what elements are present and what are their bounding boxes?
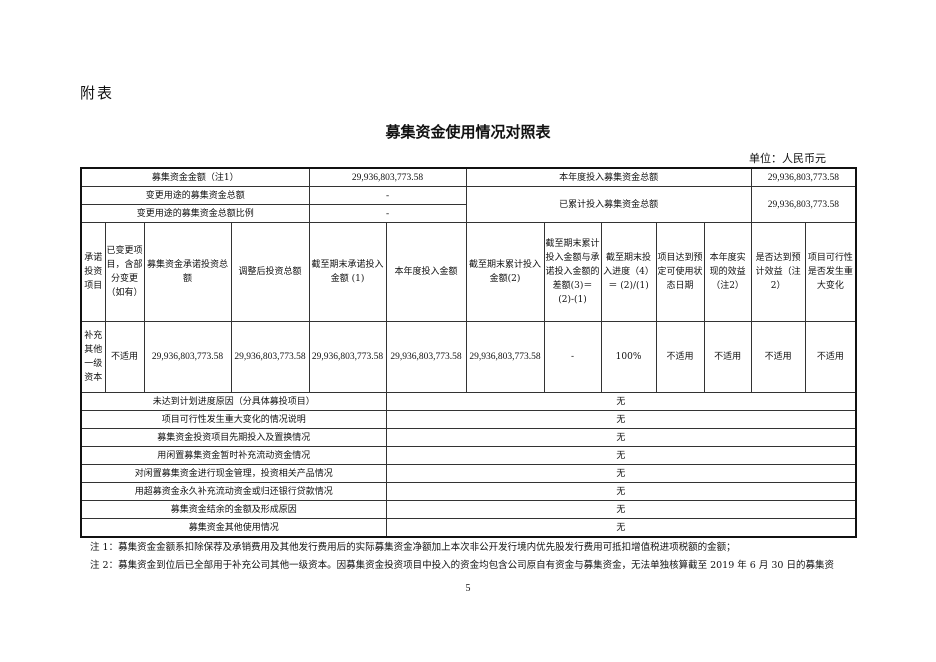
changed-value: - xyxy=(308,186,467,205)
year-value: 29,936,803,773.58 xyxy=(750,167,857,187)
changed-ratio-label: 变更用途的募集资金总额比例 xyxy=(80,204,310,223)
attachment-label: 附表 xyxy=(80,84,115,102)
summary-row: 募集资金金额（注1） 29,936,803,773.58 本年度投入募集资金总额… xyxy=(80,167,857,187)
info-row: 对闲置募集资金进行现金管理，投资相关产品情况无 xyxy=(80,464,857,483)
info-label: 募集资金投资项目先期投入及置换情况 xyxy=(80,428,387,447)
column-header: 截至期末累计投入金额与承诺投入金额的差额(3)＝(2)-(1) xyxy=(543,222,602,322)
table-cell: 29,936,803,773.58 xyxy=(230,321,310,393)
cumulative-value: 29,936,803,773.58 xyxy=(750,186,857,223)
table-cell: - xyxy=(543,321,602,393)
table-cell: 不适用 xyxy=(804,321,857,393)
cumulative-label: 已累计投入募集资金总额 xyxy=(465,186,752,223)
info-value: 无 xyxy=(385,410,857,429)
note-1: 注 1：募集资金金额系扣除保荐及承销费用及其他发行费用后的实际募集资金净额加上本… xyxy=(90,542,736,553)
table-cell: 不适用 xyxy=(750,321,806,393)
column-header: 承诺投资项目 xyxy=(80,222,106,322)
year-label: 本年度投入募集资金总额 xyxy=(465,167,752,187)
changed-label: 变更用途的募集资金总额 xyxy=(80,186,310,205)
info-row: 项目可行性发生重大变化的情况说明无 xyxy=(80,410,857,429)
changed-ratio-value: - xyxy=(308,204,467,223)
table-cell: 100% xyxy=(600,321,657,393)
raised-label: 募集资金金额（注1） xyxy=(80,167,310,187)
info-row: 用超募资金永久补充流动资金或归还银行贷款情况无 xyxy=(80,482,857,501)
column-header: 调整后投资总额 xyxy=(230,222,310,322)
column-header: 募集资金承诺投资总额 xyxy=(143,222,232,322)
page-title: 募集资金使用情况对照表 xyxy=(385,123,551,141)
header-row: 承诺投资项目 已变更项目，含部分变更（如有） 募集资金承诺投资总额 调整后投资总额 截至… xyxy=(80,222,857,322)
info-label: 募集资金其他使用情况 xyxy=(80,518,387,538)
info-value: 无 xyxy=(385,464,857,483)
column-header: 是否达到预计效益（注2） xyxy=(750,222,806,322)
table-cell: 不适用 xyxy=(655,321,705,393)
summary-row: 变更用途的募集资金总额 - 已累计投入募集资金总额 29,936,803,773… xyxy=(80,186,857,223)
unit-label: 单位：人民币元 xyxy=(749,152,826,165)
table-cell: 29,936,803,773.58 xyxy=(465,321,545,393)
info-value: 无 xyxy=(385,518,857,538)
info-row: 募集资金结余的金额及形成原因无 xyxy=(80,500,857,519)
column-header: 项目达到预定可使用状态日期 xyxy=(655,222,705,322)
info-row: 未达到计划进度原因（分具体募投项目）无 xyxy=(80,392,857,411)
column-header: 截至期末累计投入金额(2) xyxy=(465,222,545,322)
info-label: 用超募资金永久补充流动资金或归还银行贷款情况 xyxy=(80,482,387,501)
info-value: 无 xyxy=(385,446,857,465)
column-header: 已变更项目，含部分变更（如有） xyxy=(104,222,145,322)
summary-row: 变更用途的募集资金总额比例 - xyxy=(80,204,856,223)
info-value: 无 xyxy=(385,428,857,447)
raised-value: 29,936,803,773.58 xyxy=(308,167,467,187)
info-value: 无 xyxy=(385,392,857,411)
info-label: 项目可行性发生重大变化的情况说明 xyxy=(80,410,387,429)
page-number: 5 xyxy=(465,583,471,594)
info-label: 用闲置募集资金暂时补充流动资金情况 xyxy=(80,446,387,465)
column-header: 项目可行性是否发生重大变化 xyxy=(804,222,857,322)
info-row: 用闲置募集资金暂时补充流动资金情况无 xyxy=(80,446,857,465)
info-label: 募集资金结余的金额及形成原因 xyxy=(80,500,387,519)
column-header: 截至期末投入进度（4）＝ (2)/(1) xyxy=(600,222,657,322)
table-cell: 补充其他一级资本 xyxy=(80,321,106,393)
info-row: 募集资金投资项目先期投入及置换情况无 xyxy=(80,428,857,447)
info-label: 未达到计划进度原因（分具体募投项目） xyxy=(80,392,387,411)
info-value: 无 xyxy=(385,500,857,519)
column-header: 本年度实现的效益（注2） xyxy=(703,222,752,322)
table-cell: 不适用 xyxy=(104,321,145,393)
fund-usage-table: 募集资金金额（注1） 29,936,803,773.58 本年度投入募集资金总额… xyxy=(80,167,858,538)
column-header: 截至期末承诺投入金额 (1) xyxy=(308,222,387,322)
info-row: 募集资金其他使用情况无 xyxy=(80,518,857,538)
info-label: 对闲置募集资金进行现金管理，投资相关产品情况 xyxy=(80,464,387,483)
table-cell: 29,936,803,773.58 xyxy=(143,321,232,393)
table-cell: 不适用 xyxy=(703,321,752,393)
note-2: 注 2：募集资金到位后已全部用于补充公司其他一级资本。因募集资金投资项目中投入的… xyxy=(90,560,834,571)
column-header: 本年度投入金额 xyxy=(385,222,467,322)
table-cell: 29,936,803,773.58 xyxy=(385,321,467,393)
table-row: 补充其他一级资本 不适用 29,936,803,773.58 29,936,803,7… xyxy=(80,321,857,393)
info-value: 无 xyxy=(385,482,857,501)
table-cell: 29,936,803,773.58 xyxy=(308,321,387,393)
